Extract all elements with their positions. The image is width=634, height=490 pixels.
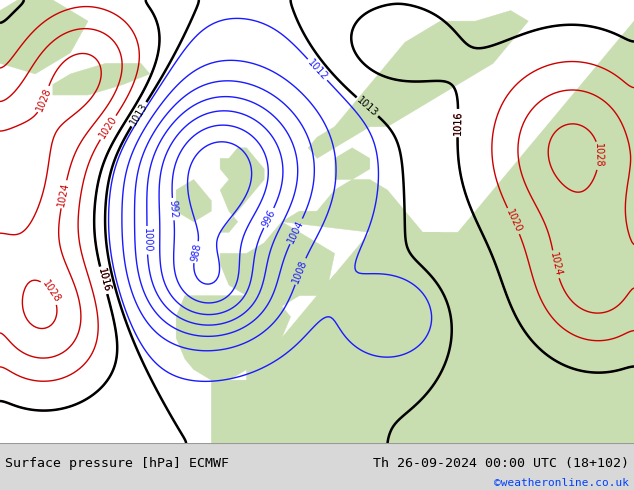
Polygon shape xyxy=(370,359,396,369)
Polygon shape xyxy=(335,317,344,327)
Text: 1020: 1020 xyxy=(504,208,523,234)
Polygon shape xyxy=(211,369,634,443)
Polygon shape xyxy=(387,232,476,338)
Polygon shape xyxy=(308,11,528,158)
Text: Surface pressure [hPa] ECMWF: Surface pressure [hPa] ECMWF xyxy=(5,458,229,470)
Text: 1016: 1016 xyxy=(453,111,463,135)
Text: 992: 992 xyxy=(167,199,179,219)
Polygon shape xyxy=(220,221,335,306)
Text: 1000: 1000 xyxy=(142,228,152,253)
Text: 1024: 1024 xyxy=(56,181,71,207)
Text: 1013: 1013 xyxy=(128,101,150,127)
Polygon shape xyxy=(493,317,598,380)
Text: 1013: 1013 xyxy=(355,95,380,119)
Polygon shape xyxy=(176,295,290,380)
Text: 1008: 1008 xyxy=(291,258,309,285)
Text: ©weatheronline.co.uk: ©weatheronline.co.uk xyxy=(494,478,629,488)
Polygon shape xyxy=(220,148,264,232)
Polygon shape xyxy=(440,317,493,359)
Polygon shape xyxy=(317,274,405,369)
Polygon shape xyxy=(335,148,370,179)
Text: Th 26-09-2024 00:00 UTC (18+102): Th 26-09-2024 00:00 UTC (18+102) xyxy=(373,458,629,470)
Polygon shape xyxy=(176,179,211,221)
Polygon shape xyxy=(335,338,353,359)
Text: 1016: 1016 xyxy=(96,267,112,294)
Text: 1012: 1012 xyxy=(306,57,330,82)
Text: 1020: 1020 xyxy=(97,115,119,141)
Text: 1024: 1024 xyxy=(548,251,563,277)
Text: 988: 988 xyxy=(189,242,203,262)
Text: 1016: 1016 xyxy=(96,267,112,294)
Text: 1028: 1028 xyxy=(593,143,604,168)
Text: 1028: 1028 xyxy=(40,279,62,305)
Polygon shape xyxy=(247,21,634,443)
Text: 1028: 1028 xyxy=(35,86,53,113)
Text: 996: 996 xyxy=(260,208,278,228)
Polygon shape xyxy=(0,0,88,74)
Polygon shape xyxy=(53,63,150,95)
Text: 1016: 1016 xyxy=(453,111,463,135)
Text: 1004: 1004 xyxy=(286,218,306,245)
